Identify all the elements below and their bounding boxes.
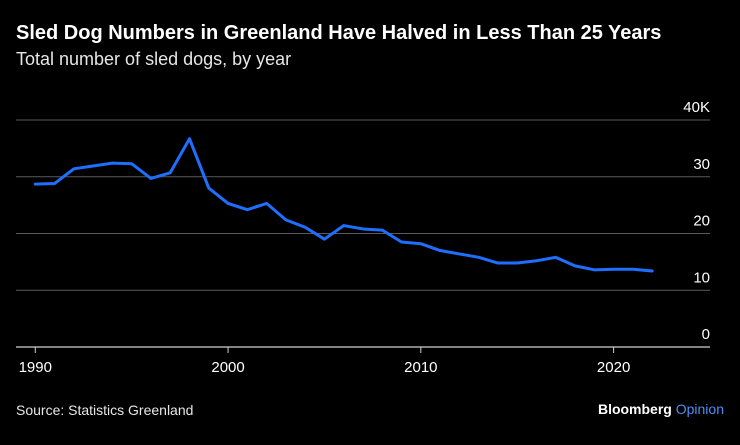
y-tick-label: 10 [693,269,710,286]
data-point [188,137,191,140]
data-point [227,202,230,205]
data-point [34,183,37,186]
brand-main: Bloomberg [597,401,672,417]
grid-lines [16,119,710,348]
data-point [323,238,326,241]
data-point [169,171,172,174]
source-note: Source: Statistics Greenland [16,402,194,418]
y-tick-label: 20 [693,213,710,230]
y-axis-tick-labels: 0 10 20 30 40K [683,99,710,343]
data-point [439,249,442,252]
data-point [284,218,287,221]
series-line [33,137,654,273]
chart-title: Sled Dog Numbers in Greenland Have Halve… [16,22,662,44]
x-tick-label: 2000 [211,359,244,376]
chart-subtitle: Total number of sled dogs, by year [16,49,292,69]
data-point [554,256,557,259]
data-point [304,226,307,229]
data-point [381,229,384,232]
brand-logo: Bloomberg Opinion [598,401,724,417]
data-point [516,262,519,265]
y-tick-label: 0 [702,326,710,343]
data-point [246,208,249,211]
data-point [535,259,538,262]
x-tick-label: 2010 [404,359,437,376]
data-point [362,227,365,230]
data-point [458,252,461,255]
y-tick-label: 40K [683,99,710,116]
data-point [400,241,403,244]
data-point [477,256,480,259]
data-point [149,177,152,180]
x-axis-ticks: 1990 2000 2010 2020 [19,347,630,376]
data-point [207,187,210,190]
data-point [130,162,133,165]
data-point [111,162,114,165]
brand-sub: Opinion [675,401,724,417]
data-point [651,269,654,272]
data-point [631,268,634,271]
data-point [496,262,499,265]
x-tick-label: 1990 [19,359,52,376]
x-tick-label: 2020 [597,359,630,376]
data-point [593,268,596,271]
y-tick-label: 30 [693,156,710,173]
data-point [612,268,615,271]
data-point [574,264,577,267]
series-lines [33,137,654,273]
data-point [92,164,95,167]
data-point [419,242,422,245]
data-point [72,167,75,170]
data-point [342,224,345,227]
data-point [53,182,56,185]
data-point [265,202,268,205]
